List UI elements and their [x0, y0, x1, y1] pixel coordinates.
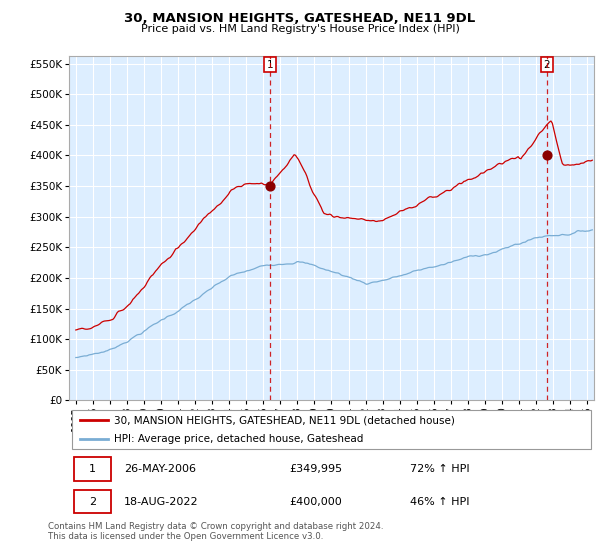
Text: HPI: Average price, detached house, Gateshead: HPI: Average price, detached house, Gate… — [113, 435, 363, 445]
Text: 2: 2 — [89, 497, 96, 507]
Text: 2: 2 — [544, 59, 550, 69]
Text: 18-AUG-2022: 18-AUG-2022 — [124, 497, 199, 507]
Text: 30, MANSION HEIGHTS, GATESHEAD, NE11 9DL (detached house): 30, MANSION HEIGHTS, GATESHEAD, NE11 9DL… — [113, 415, 455, 425]
Text: 72% ↑ HPI: 72% ↑ HPI — [410, 464, 470, 474]
FancyBboxPatch shape — [71, 410, 592, 449]
Text: 30, MANSION HEIGHTS, GATESHEAD, NE11 9DL: 30, MANSION HEIGHTS, GATESHEAD, NE11 9DL — [124, 12, 476, 25]
Text: 46% ↑ HPI: 46% ↑ HPI — [410, 497, 470, 507]
Text: 1: 1 — [266, 59, 273, 69]
Text: £349,995: £349,995 — [290, 464, 343, 474]
Text: 1: 1 — [89, 464, 96, 474]
Text: Contains HM Land Registry data © Crown copyright and database right 2024.
This d: Contains HM Land Registry data © Crown c… — [48, 522, 383, 542]
Text: £400,000: £400,000 — [290, 497, 342, 507]
Text: Price paid vs. HM Land Registry's House Price Index (HPI): Price paid vs. HM Land Registry's House … — [140, 24, 460, 34]
Text: 26-MAY-2006: 26-MAY-2006 — [124, 464, 196, 474]
Point — [542, 151, 551, 160]
Point — [265, 181, 275, 190]
FancyBboxPatch shape — [74, 489, 111, 514]
FancyBboxPatch shape — [74, 457, 111, 480]
